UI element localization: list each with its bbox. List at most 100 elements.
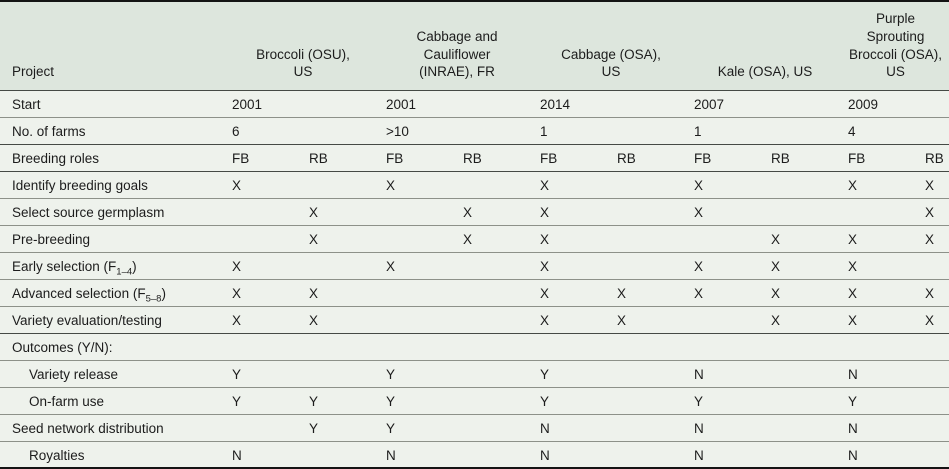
cell xyxy=(457,279,535,308)
table-row: Outcomes (Y/N): xyxy=(0,333,949,362)
cell: X xyxy=(765,279,843,308)
row-label: Outcomes (Y/N): xyxy=(0,333,226,362)
cell: X xyxy=(842,306,920,335)
cell: 2014 xyxy=(534,90,612,119)
cell xyxy=(919,117,949,146)
cell xyxy=(765,387,843,416)
cell: 4 xyxy=(842,117,920,146)
cell xyxy=(611,252,689,281)
cell xyxy=(226,333,303,362)
cell: RB xyxy=(919,144,949,173)
cell: X xyxy=(303,225,381,254)
cell: FB xyxy=(226,144,303,173)
cell xyxy=(919,414,949,443)
cell xyxy=(688,333,766,362)
header-row: Project Broccoli (OSU), US Cabbage and C… xyxy=(0,2,949,92)
row-label: No. of farms xyxy=(0,117,226,146)
row-label: Royalties xyxy=(29,447,85,463)
cell: Y xyxy=(226,387,303,416)
cell: RB xyxy=(457,144,535,173)
cell xyxy=(303,333,381,362)
cell xyxy=(303,171,381,200)
cell: RB xyxy=(611,144,689,173)
cell: N xyxy=(232,447,242,463)
cell xyxy=(919,442,949,469)
cell xyxy=(226,414,303,443)
cell: X xyxy=(534,171,612,200)
cell: X xyxy=(611,279,689,308)
table-header: Project Broccoli (OSU), US Cabbage and C… xyxy=(0,2,949,92)
cell: N xyxy=(848,447,858,463)
cell xyxy=(765,90,843,119)
cell: X xyxy=(765,252,843,281)
cell xyxy=(765,198,843,227)
cell: X xyxy=(303,198,381,227)
cell xyxy=(919,90,949,119)
column-header-kale-osa: Kale (OSA), US xyxy=(688,2,843,92)
cell: 2009 xyxy=(842,90,920,119)
cell: X xyxy=(380,171,458,200)
cell xyxy=(380,225,458,254)
cell: X xyxy=(765,225,843,254)
cell: 1 xyxy=(534,117,612,146)
cell: X xyxy=(919,306,949,335)
cell: N xyxy=(386,447,396,463)
cell: X xyxy=(688,171,766,200)
cell xyxy=(303,360,381,389)
cell: 1 xyxy=(688,117,766,146)
cell: X xyxy=(303,306,381,335)
cell: FB xyxy=(688,144,766,173)
column-header-broccoli-osu: Broccoli (OSU), US xyxy=(226,2,381,92)
cell: RB xyxy=(303,144,381,173)
cell xyxy=(457,414,535,443)
cell: X xyxy=(534,279,612,308)
cell xyxy=(457,387,535,416)
cell: N xyxy=(842,360,920,389)
cell: X xyxy=(380,252,458,281)
cell: X xyxy=(226,279,303,308)
cell xyxy=(303,117,381,146)
cell xyxy=(919,333,949,362)
cell xyxy=(765,414,843,443)
cell xyxy=(611,225,689,254)
cell xyxy=(457,171,535,200)
cell: N xyxy=(688,360,766,389)
cell: N xyxy=(842,414,920,443)
cell: Y xyxy=(534,360,612,389)
cell: X xyxy=(303,279,381,308)
row-label: Identify breeding goals xyxy=(0,171,226,200)
table-body: Start 2001 2001 2014 2007 2009 No. of farms … xyxy=(0,90,949,469)
cell xyxy=(611,442,688,469)
cell xyxy=(765,360,843,389)
cell xyxy=(611,360,689,389)
cell xyxy=(380,279,458,308)
cell: N xyxy=(540,447,550,463)
cell xyxy=(457,306,535,335)
table-row: No. of farms 6 >10 1 1 4 xyxy=(0,117,949,146)
cell xyxy=(457,252,535,281)
cell xyxy=(919,360,949,389)
cell: X xyxy=(534,252,612,281)
cell xyxy=(457,442,534,469)
cell xyxy=(688,306,766,335)
cell xyxy=(611,414,689,443)
cell xyxy=(457,360,535,389)
cell: 2001 xyxy=(226,90,303,119)
table-row: Start 2001 2001 2014 2007 2009 xyxy=(0,90,949,119)
cell xyxy=(380,198,458,227)
cell: X xyxy=(226,306,303,335)
cell: RB xyxy=(765,144,843,173)
cell: X xyxy=(611,306,689,335)
cell: N xyxy=(688,414,766,443)
cell: 2007 xyxy=(688,90,766,119)
cell xyxy=(919,252,949,281)
cell: X xyxy=(534,306,612,335)
cell xyxy=(611,333,689,362)
cell xyxy=(765,442,842,469)
